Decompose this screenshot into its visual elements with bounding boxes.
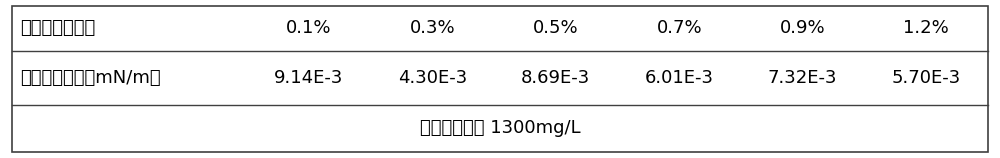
Text: 表面活性剂浓度: 表面活性剂浓度 <box>20 19 95 37</box>
Text: 8.69E-3: 8.69E-3 <box>521 69 590 87</box>
Text: 0.1%: 0.1% <box>286 19 331 37</box>
Text: 聚合物浓度为 1300mg/L: 聚合物浓度为 1300mg/L <box>420 119 580 137</box>
Text: 最低界面张力（mN/m）: 最低界面张力（mN/m） <box>20 69 161 87</box>
Text: 5.70E-3: 5.70E-3 <box>892 69 961 87</box>
Text: 9.14E-3: 9.14E-3 <box>274 69 343 87</box>
Text: 7.32E-3: 7.32E-3 <box>768 69 837 87</box>
Text: 0.9%: 0.9% <box>780 19 826 37</box>
Text: 1.2%: 1.2% <box>903 19 949 37</box>
Text: 0.5%: 0.5% <box>533 19 579 37</box>
Text: 6.01E-3: 6.01E-3 <box>645 69 714 87</box>
Text: 0.3%: 0.3% <box>409 19 455 37</box>
Text: 0.7%: 0.7% <box>656 19 702 37</box>
Text: 4.30E-3: 4.30E-3 <box>398 69 467 87</box>
